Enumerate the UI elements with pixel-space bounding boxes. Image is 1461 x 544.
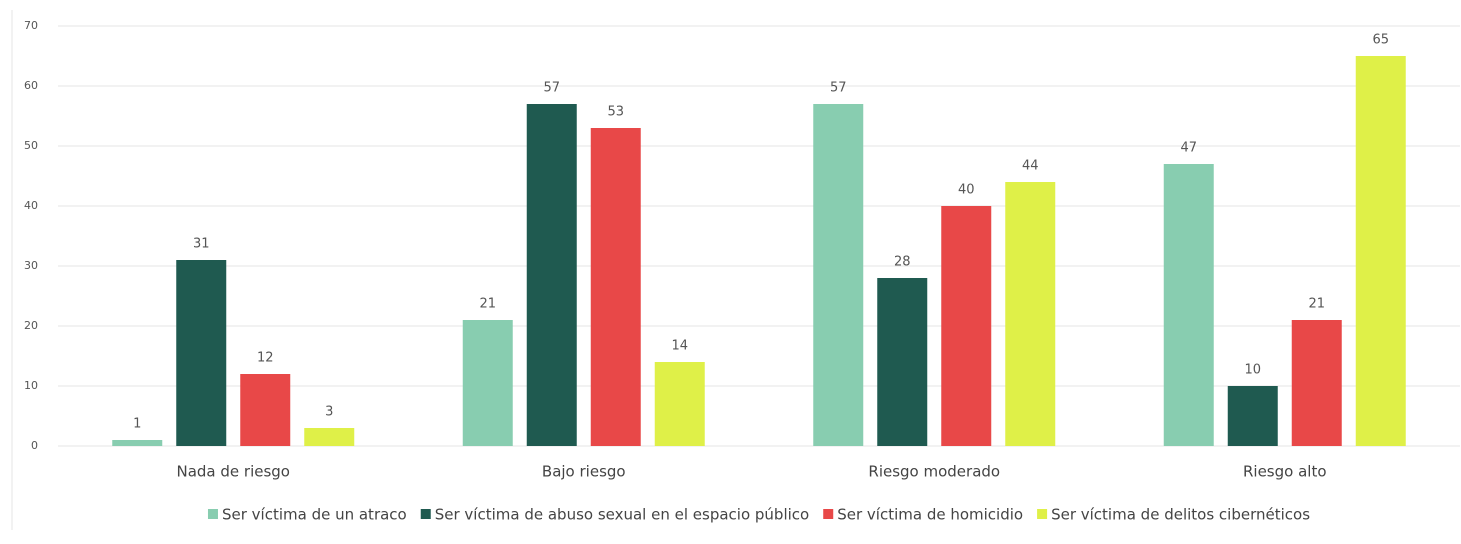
legend-label: Ser víctima de delitos cibernéticos — [1051, 506, 1310, 524]
x-tick-label: Riesgo moderado — [868, 463, 1000, 481]
bar — [112, 440, 163, 446]
legend-swatch — [823, 509, 834, 519]
legend-swatch — [1037, 509, 1048, 519]
y-tick-label: 20 — [24, 319, 38, 332]
value-label: 31 — [193, 237, 210, 252]
value-label: 14 — [671, 339, 688, 354]
bar — [1291, 320, 1342, 446]
bar — [304, 428, 355, 446]
bar — [462, 320, 513, 446]
y-tick-label: 40 — [24, 199, 38, 212]
legend-label: Ser víctima de homicidio — [837, 506, 1023, 524]
legend-label: Ser víctima de un atraco — [222, 506, 407, 524]
bar — [590, 128, 641, 446]
bar — [176, 260, 227, 446]
bar — [654, 362, 705, 446]
x-tick-label: Riesgo alto — [1243, 463, 1327, 481]
value-label: 3 — [325, 405, 333, 420]
x-tick-label: Bajo riesgo — [542, 463, 626, 481]
value-label: 40 — [958, 183, 975, 198]
bar — [1227, 386, 1278, 446]
y-tick-label: 50 — [24, 139, 38, 152]
value-label: 10 — [1244, 363, 1261, 378]
y-tick-label: 30 — [24, 259, 38, 272]
value-label: 53 — [607, 105, 624, 120]
legend-label: Ser víctima de abuso sexual en el espaci… — [435, 506, 809, 524]
bar — [526, 104, 577, 446]
legend-swatch — [207, 509, 218, 519]
value-label: 12 — [257, 351, 274, 366]
bar — [1355, 56, 1406, 446]
value-label: 21 — [479, 297, 496, 312]
y-tick-label: 70 — [24, 19, 38, 32]
y-tick-label: 10 — [24, 379, 38, 392]
bar — [1005, 182, 1056, 446]
value-label: 1 — [133, 417, 141, 432]
bar — [240, 374, 291, 446]
y-tick-label: 60 — [24, 79, 38, 92]
legend-swatch — [420, 509, 431, 519]
value-label: 57 — [543, 81, 560, 96]
value-label: 21 — [1308, 297, 1325, 312]
bar — [941, 206, 992, 446]
bar — [813, 104, 864, 446]
bar — [877, 278, 928, 446]
value-label: 28 — [894, 255, 911, 270]
value-label: 57 — [830, 81, 847, 96]
value-label: 44 — [1022, 159, 1039, 174]
x-tick-label: Nada de riesgo — [177, 463, 291, 481]
y-tick-label: 0 — [31, 439, 38, 452]
bar — [1163, 164, 1214, 446]
value-label: 47 — [1180, 141, 1197, 156]
value-label: 65 — [1372, 33, 1389, 48]
